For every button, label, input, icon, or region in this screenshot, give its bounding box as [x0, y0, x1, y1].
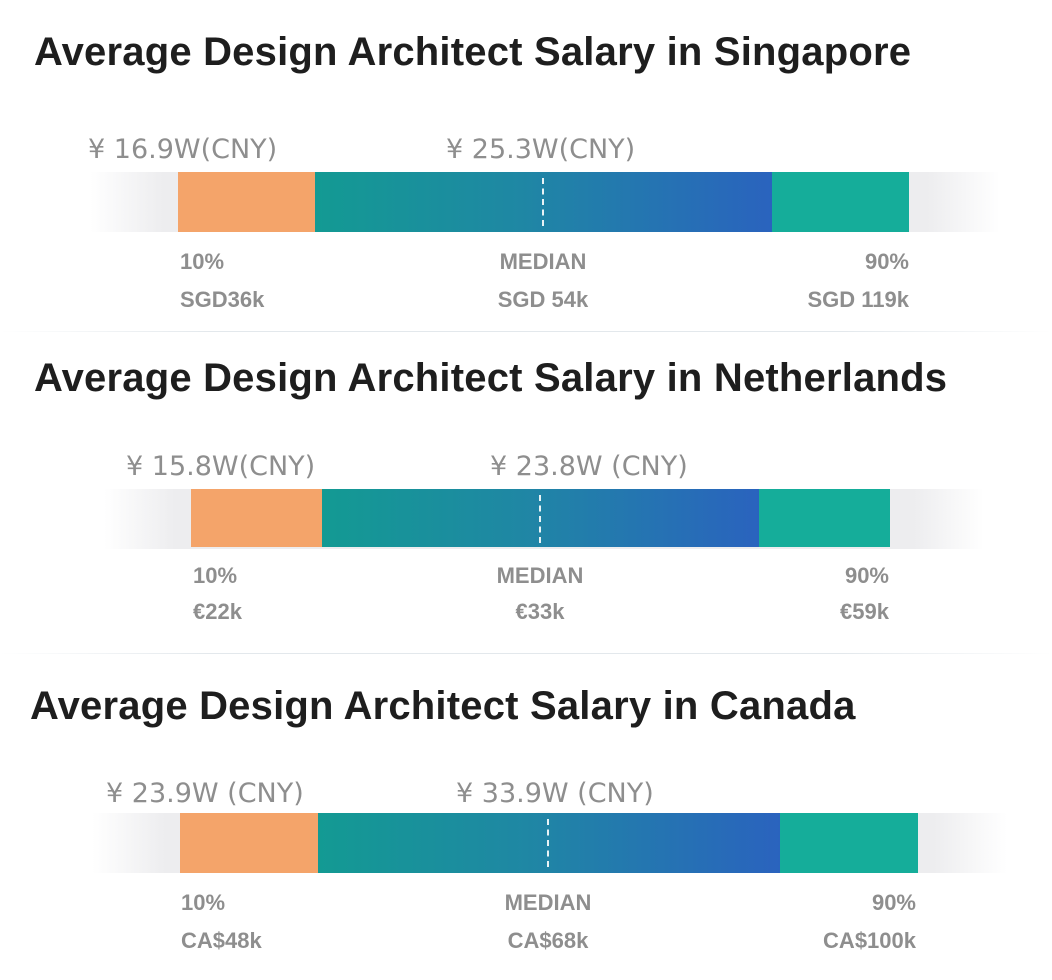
- median-marker: [539, 495, 541, 543]
- median-label: MEDIAN: [504, 890, 592, 915]
- cny-low-label: ¥ 16.9W(CNY): [88, 134, 278, 165]
- value-90-label: €59k: [840, 599, 889, 624]
- bar-segment-90th-percentile: [772, 172, 909, 232]
- value-10-label: €22k: [193, 599, 242, 624]
- salary-range-bar: [178, 172, 909, 232]
- salary-range-bar: [180, 813, 918, 873]
- percentile-90-label: 90%: [844, 563, 889, 588]
- chart-title: Average Design Architect Salary in Nethe…: [34, 356, 948, 400]
- salary-panel-netherlands: Average Design Architect Salary in Nethe…: [0, 327, 1052, 653]
- percentile-10-label: 10%: [181, 890, 226, 915]
- percentile-10-label: 10%: [193, 563, 238, 588]
- percentile-10-label: 10%: [180, 249, 225, 274]
- value-10-label: SGD36k: [180, 287, 265, 312]
- cny-low-label: ¥ 15.8W(CNY): [126, 451, 316, 482]
- cny-median-label: ¥ 23.8W (CNY): [490, 451, 688, 482]
- bar-segment-90th-percentile: [780, 813, 918, 873]
- value-10-label: CA$48k: [181, 928, 262, 953]
- cny-low-label: ¥ 23.9W (CNY): [106, 778, 304, 809]
- bar-segment-10th-percentile: [191, 489, 322, 547]
- section-divider: [0, 331, 1052, 332]
- salary-panel-singapore: Average Design Architect Salary in Singa…: [0, 0, 1052, 326]
- bar-segment-median-range: [318, 813, 780, 873]
- median-marker: [547, 819, 549, 867]
- value-median-label: €33k: [515, 599, 565, 624]
- chart-title: Average Design Architect Salary in Singa…: [34, 30, 912, 74]
- value-median-label: CA$68k: [507, 928, 589, 953]
- median-label: MEDIAN: [496, 563, 584, 588]
- chart-title: Average Design Architect Salary in Canad…: [30, 684, 856, 728]
- value-90-label: CA$100k: [823, 928, 916, 953]
- percentile-90-label: 90%: [871, 890, 916, 915]
- salary-panel-canada: Average Design Architect Salary in Canad…: [0, 654, 1052, 980]
- bar-segment-10th-percentile: [180, 813, 318, 873]
- salary-range-bar: [191, 489, 890, 547]
- median-label: MEDIAN: [499, 249, 587, 274]
- value-median-label: SGD 54k: [497, 287, 589, 312]
- section-divider: [0, 653, 1052, 654]
- bar-segment-10th-percentile: [178, 172, 315, 232]
- cny-median-label: ¥ 33.9W (CNY): [456, 778, 654, 809]
- value-90-label: SGD 119k: [807, 287, 909, 312]
- median-marker: [542, 178, 544, 226]
- percentile-90-label: 90%: [864, 249, 909, 274]
- bar-segment-90th-percentile: [759, 489, 890, 547]
- cny-median-label: ¥ 25.3W(CNY): [446, 134, 636, 165]
